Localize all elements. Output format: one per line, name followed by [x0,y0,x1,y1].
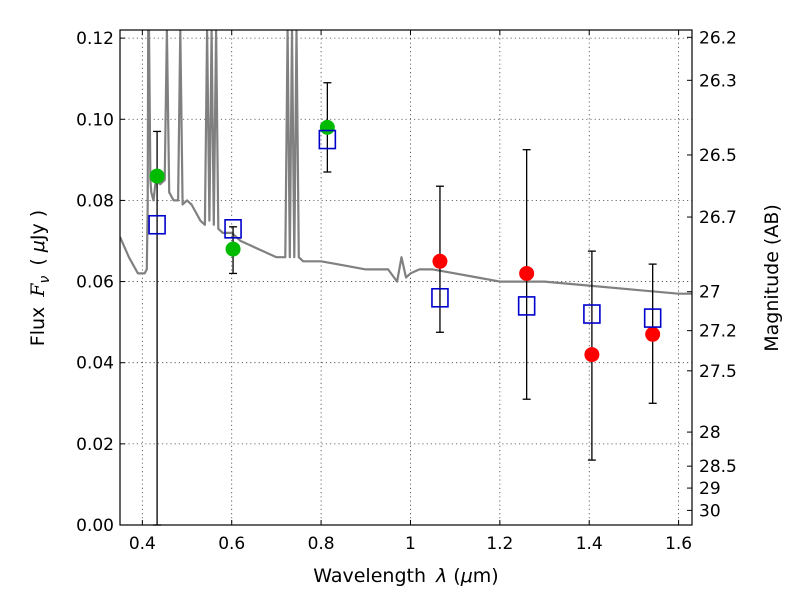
y-tick-label-0: 0.00 [76,516,114,536]
observed-optical-point-1 [225,241,241,257]
model-photometry-point-1 [224,219,242,239]
y2-tick-label-3: 26.7 [699,208,737,228]
y-axis-unit-mu: μ [27,240,49,253]
y-axis-title: Flux Fν ( μJy ) [27,210,53,346]
x-tick-label-2: 0.8 [308,534,335,554]
x-tick-label-4: 1.2 [486,534,513,554]
x-axis-title-text: Wavelength [313,565,426,587]
y2-tick-label-8: 28.5 [699,457,737,477]
observed-nir-point-0 [432,253,448,269]
y-axis-unit-rest: Jy ) [27,210,49,241]
y2-tick-label-7: 28 [699,423,721,443]
x-axis-unit-open: ( [447,565,460,587]
y2-tick-label-9: 29 [699,479,721,499]
plot-frame [119,29,693,526]
observed-nir-point-1 [519,265,535,281]
model-photometry-point-3 [431,287,449,308]
y-tick-label-6: 0.12 [76,29,114,49]
observed-nir-point-3 [645,326,661,342]
model-spectrum-layer [120,30,692,295]
y2-axis-title: Magnitude (AB) [761,204,783,352]
data-markers [148,119,662,363]
model-photometry-point-0 [148,214,166,235]
error-bars [153,82,657,526]
observed-nir-point-2 [584,347,600,363]
y-tick-label-1: 0.02 [76,435,114,455]
y-tick-label-3: 0.06 [76,273,114,293]
x-axis-unit-mu: μ [460,565,473,587]
y2-tick-label-0: 26.2 [699,28,737,48]
x-tick-label-3: 1 [405,534,416,554]
x-axis-unit-rest: m) [473,565,499,587]
y2-tick-label-10: 30 [699,501,721,521]
y2-tick-label-6: 27.5 [699,362,737,382]
x-tick-label-1: 0.6 [218,534,245,554]
y2-tick-label-1: 26.3 [699,71,737,91]
model-photometry-point-6 [643,308,662,328]
model-photometry-point-5 [583,304,601,324]
x-axis-title: Wavelength λ (μm) [313,565,498,587]
x-axis-symbol: λ [435,565,447,587]
x-tick-label-0: 0.4 [129,534,156,554]
x-tick-label-6: 1.6 [665,534,692,554]
y-axis-symbol: F [27,283,49,298]
x-tick-label-5: 1.4 [576,534,603,554]
y2-tick-label-5: 27.2 [699,322,737,342]
y-axis-title-prefix: Flux [27,307,49,347]
y2-tick-label-2: 26.5 [699,146,737,166]
y-tick-label-4: 0.08 [76,191,114,211]
y-axis-symbol-sub: ν [37,276,53,284]
model-photometry-point-4 [517,296,536,316]
observed-optical-point-0 [149,168,165,184]
observed-optical-point-2 [319,119,335,135]
y-tick-label-2: 0.04 [76,354,114,374]
model-spectrum-line [120,30,692,295]
y-tick-label-5: 0.10 [76,110,114,130]
model-photometry-point-2 [318,129,337,150]
y2-tick-label-4: 27 [699,283,721,303]
y-axis-unit-open: ( [27,252,49,265]
axes: 0.4 0.6 0.8 1 1.2 1.4 1.6 0.00 0.02 0.04 0.06 0.08 0… [76,28,737,554]
